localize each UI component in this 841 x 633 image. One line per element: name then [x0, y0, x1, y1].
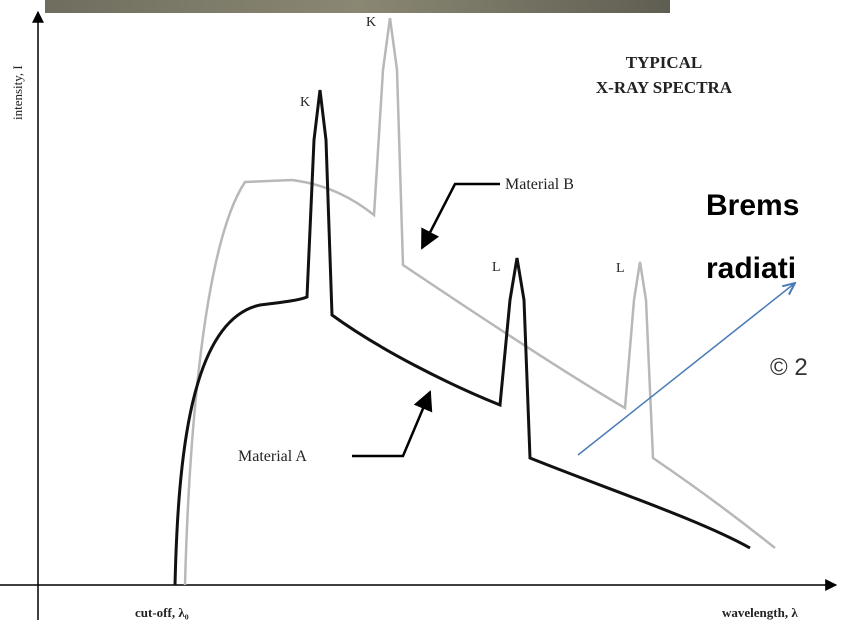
y-axis-label: intensity, I — [10, 65, 25, 120]
curve-label: Material B — [505, 176, 574, 193]
overlay-text: Brems — [706, 189, 799, 222]
copyright: © 2 — [770, 354, 808, 381]
title-line: TYPICAL — [626, 53, 703, 72]
peak-label: K — [300, 95, 310, 110]
photo-strip — [45, 0, 670, 13]
leader-line — [422, 184, 500, 248]
curve-material-a — [175, 90, 750, 585]
peak-label: K — [366, 15, 376, 30]
overlay-text: radiati — [706, 252, 796, 285]
peak-label: L — [492, 260, 501, 275]
x-origin-label: cut-off, λ₀ — [135, 605, 189, 620]
curve-material-b — [185, 18, 775, 585]
callout-arrow — [578, 283, 795, 455]
slide: intensity, I cut-off, λ₀ wavelength, λ T… — [0, 0, 841, 633]
curve-label: Material A — [238, 448, 307, 465]
peak-label: L — [616, 261, 625, 276]
title-line: X-RAY SPECTRA — [596, 78, 733, 97]
x-axis-label: wavelength, λ — [722, 605, 798, 620]
leader-line — [352, 392, 430, 456]
